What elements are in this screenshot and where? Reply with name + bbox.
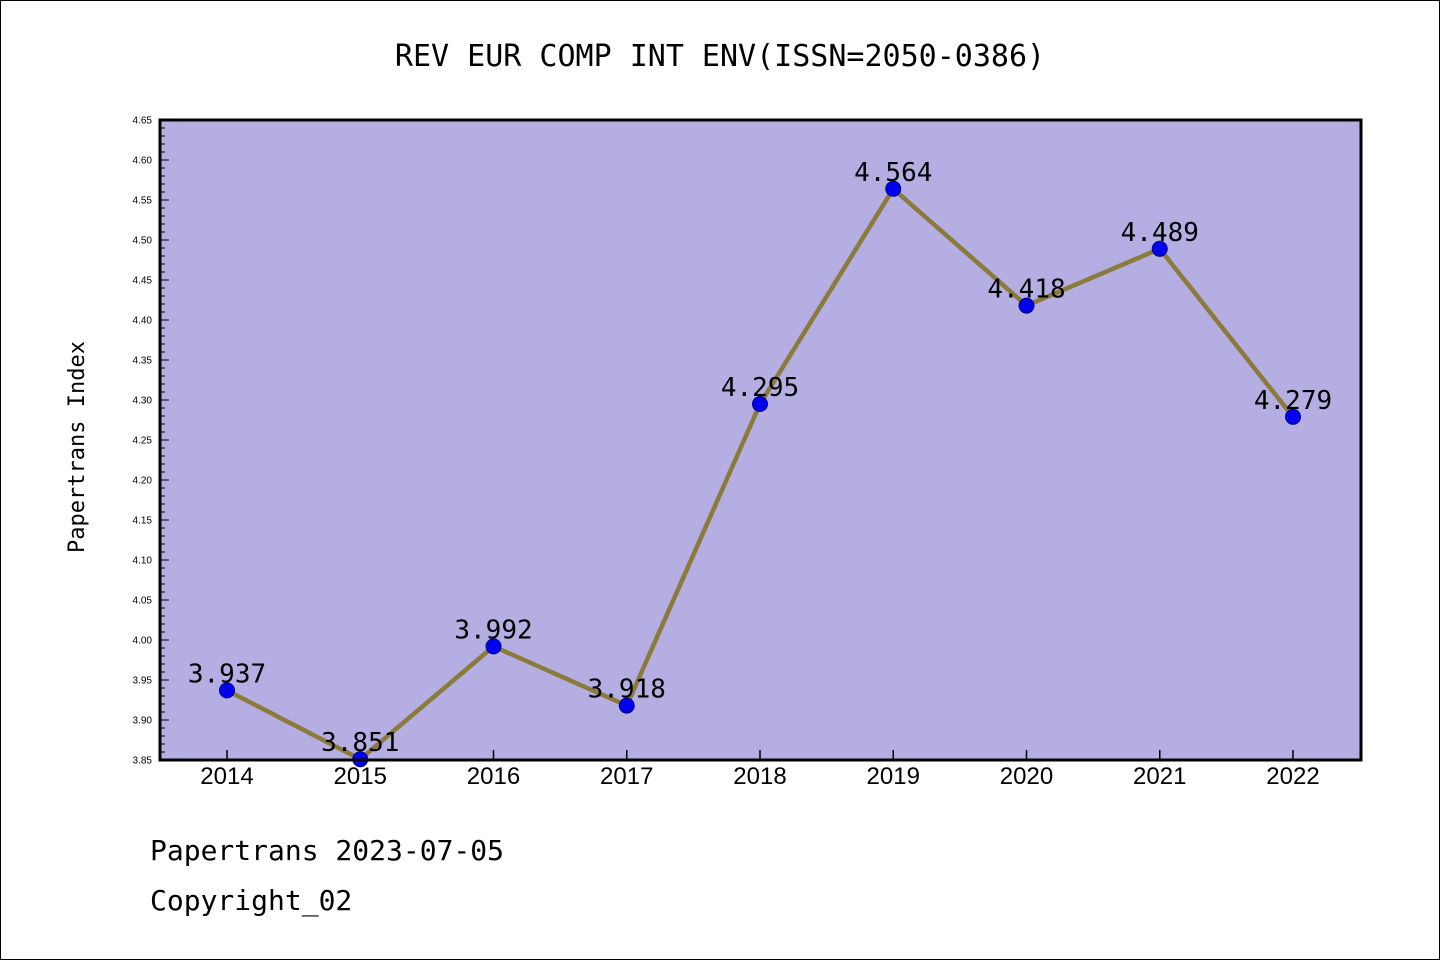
data-label: 3.851 [321,728,399,758]
data-point [1285,408,1301,425]
plot-border [158,118,1363,762]
x-tick-label: 2019 [867,763,920,790]
data-label: 4.418 [987,275,1065,305]
x-tick-label: 2022 [1266,763,1319,790]
data-label: 4.295 [721,373,799,403]
y-tick-label: 3.90 [133,716,153,727]
x-axis-ticks: 2014 2015 2016 2017 2018 2019 2020 2021 2022 [200,750,1320,790]
data-labels: 3.937 3.851 3.992 3.918 4.295 4.564 4.418 4.489… [188,158,1332,758]
x-tick-label: 2017 [600,763,653,790]
x-tick-label: 2021 [1133,763,1186,790]
footer-date: Papertrans 2023-07-05 [150,834,505,867]
data-point [219,682,235,699]
footer-copyright: Copyright_02 [150,884,353,917]
data-label: 4.489 [1121,218,1199,248]
data-label: 4.279 [1254,386,1332,416]
y-tick-label: 4.20 [133,476,153,487]
data-label: 3.937 [188,659,266,689]
chart-title: REV EUR COMP INT ENV(ISSN=2050-0386) [395,39,1045,74]
y-axis-label: Papertrans Index [65,341,90,553]
x-tick-label: 2018 [733,763,786,790]
data-point [885,180,902,197]
data-label: 4.564 [854,158,932,188]
x-tick-label: 2020 [1000,763,1053,790]
y-tick-label: 4.00 [133,636,153,647]
y-tick-label: 4.65 [133,116,153,127]
data-label: 3.918 [588,675,666,705]
y-tick-label: 4.25 [133,436,153,447]
y-tick-label: 4.35 [133,356,153,367]
y-tick-label: 4.40 [133,316,153,327]
data-points [219,180,1301,768]
y-tick-label: 4.50 [133,236,153,247]
data-point [1151,240,1168,257]
data-point [618,697,635,714]
y-tick-label: 4.60 [133,156,153,167]
x-tick-label: 2016 [467,763,520,790]
data-point [1018,297,1035,314]
y-tick-label: 4.15 [133,516,153,527]
y-tick-label: 4.45 [133,276,153,287]
y-tick-label: 4.30 [133,396,153,407]
y-tick-label: 4.10 [133,556,153,567]
y-tick-label: 3.95 [133,676,153,687]
x-tick-label: 2015 [334,763,387,790]
x-tick-label: 2014 [200,763,253,790]
plot-area [160,120,1361,760]
data-label: 3.992 [454,615,532,645]
y-tick-label: 4.55 [133,196,153,207]
y-tick-label: 3.85 [133,756,153,767]
data-point [752,396,768,412]
data-point [485,638,502,655]
y-tick-label: 4.05 [133,596,153,607]
